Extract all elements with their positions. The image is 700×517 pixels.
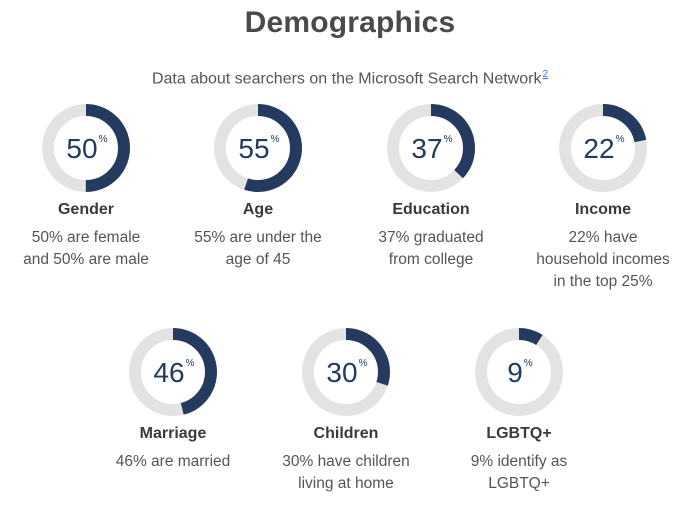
stat-description-line: 37% graduated (378, 229, 484, 246)
stat-description-line: and 50% are male (23, 251, 149, 268)
stat-description-line: age of 45 (225, 251, 291, 268)
donut-value-label: 46 (153, 357, 184, 388)
stat-description: 30% have children living at home (256, 451, 436, 495)
stat-label: Education (392, 201, 470, 218)
percent-sign: % (524, 358, 533, 369)
stat-income: 22% Income 22% have household incomes in the… (513, 104, 693, 293)
stat-label: Income (574, 201, 631, 218)
stat-label: Children (313, 425, 379, 442)
donut-value-label: 9 (507, 357, 523, 388)
stat-description-line: in the top 25% (553, 273, 653, 290)
donut-value-label: 22 (583, 133, 614, 164)
stat-description-line: from college (388, 251, 474, 268)
stat-description-line: 22% have (568, 229, 638, 246)
percent-sign: % (616, 134, 625, 145)
stat-label: Age (242, 201, 274, 218)
stat-children: 30% Children 30% have children living at ho… (256, 328, 436, 495)
stat-education: 37% Education 37% graduated from college (341, 104, 521, 271)
stat-description-line: household incomes (536, 251, 670, 268)
stat-description: 50% are female and 50% are male (0, 227, 176, 271)
stat-description-line: 30% have children (282, 453, 410, 470)
percent-sign: % (186, 358, 195, 369)
stat-description-line: LGBTQ+ (488, 475, 550, 492)
stat-label: Marriage (139, 425, 207, 442)
donut-value-label: 55 (238, 133, 269, 164)
donut-value-arc (129, 328, 217, 416)
stat-age: 55% Age 55% are under the age of 45 (168, 104, 348, 271)
percent-sign: % (271, 134, 280, 145)
percent-sign: % (444, 134, 453, 145)
donut-value-arc (302, 328, 390, 416)
page-title: Demographics (244, 6, 456, 39)
donut-chart: 50% (42, 104, 130, 192)
stat-description: 37% graduated from college (341, 227, 521, 271)
donut-value-arc (387, 104, 475, 192)
stat-description: 46% are married (83, 451, 263, 473)
donut-chart: 37% (387, 104, 475, 192)
stat-description: 9% identify as LGBTQ+ (429, 451, 609, 495)
donut-chart: 55% (214, 104, 302, 192)
stat-label: LGBTQ+ (486, 425, 552, 442)
stat-gender: 50% Gender 50% are female and 50% are male (0, 104, 176, 271)
donut-value-arc (42, 104, 130, 192)
stat-description: 55% are under the age of 45 (168, 227, 348, 271)
percent-sign: % (359, 358, 368, 369)
donut-value-label: 37 (411, 133, 442, 164)
stat-description-line: 46% are married (115, 453, 231, 470)
stat-description: 22% have household incomes in the top 25% (513, 227, 693, 293)
percent-sign: % (99, 134, 108, 145)
stat-description-line: 9% identify as (470, 453, 568, 470)
page-subtitle: Data about searchers on the Microsoft Se… (0, 69, 700, 88)
stat-description-line: living at home (298, 475, 394, 492)
subtitle-text: Data about searchers on the Microsoft Se… (151, 70, 542, 88)
donut-value-label: 30 (326, 357, 357, 388)
stat-lgbtq: 9% LGBTQ+ 9% identify as LGBTQ+ (429, 328, 609, 495)
donut-value-arc (475, 328, 563, 416)
donut-chart: 46% (129, 328, 217, 416)
donut-chart: 9% (475, 328, 563, 416)
stat-description-line: 50% are female (31, 229, 141, 246)
stat-marriage: 46% Marriage 46% are married (83, 328, 263, 473)
footnote-link[interactable]: 2 (542, 69, 549, 80)
donut-value-arc (559, 104, 647, 192)
donut-chart: 30% (302, 328, 390, 416)
stat-description-line: 55% are under the (194, 229, 322, 246)
donut-chart: 22% (559, 104, 647, 192)
stat-label: Gender (57, 201, 114, 218)
donut-value-arc (214, 104, 302, 192)
donut-value-label: 50 (66, 133, 97, 164)
